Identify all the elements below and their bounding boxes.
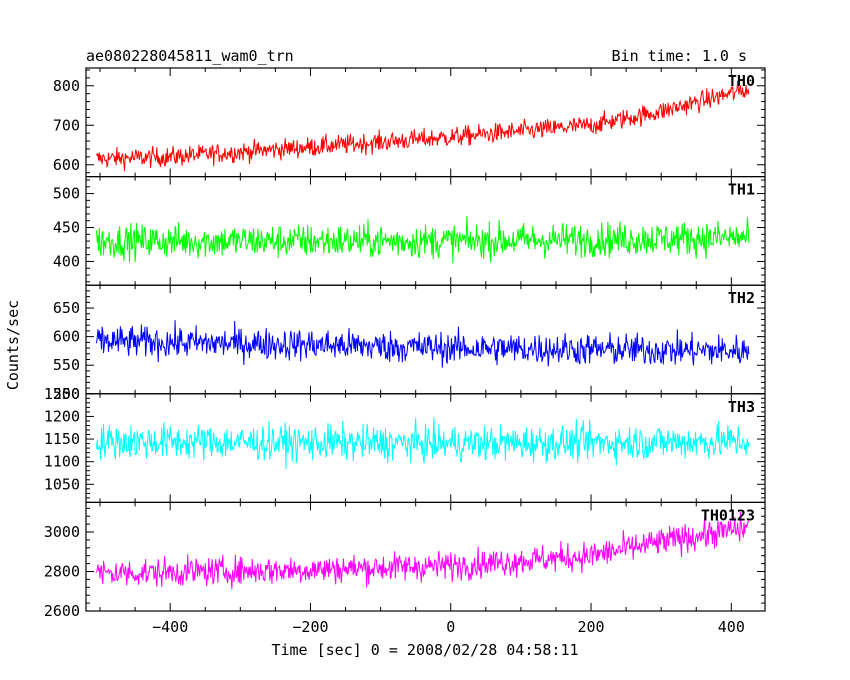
x-tick-label: 0 — [446, 618, 455, 636]
y-tick-label: 1150 — [44, 430, 80, 448]
y-tick-label: 3000 — [44, 523, 80, 541]
y-tick-label: 1200 — [44, 407, 80, 425]
y-tick-label: 650 — [53, 299, 80, 317]
panel-th0: 600 700 800 TH0 — [53, 67, 766, 178]
x-tick-label: −200 — [292, 618, 328, 636]
series-line-th0 — [96, 80, 750, 172]
y-tick-label: 600 — [53, 328, 80, 346]
series-line-th1 — [96, 216, 750, 264]
chart-title: ae080228045811_wam0_trn — [86, 47, 294, 65]
y-tick-label: 2600 — [44, 602, 80, 620]
panel-frame — [85, 501, 766, 612]
panel-th0123: 2600 2800 3000 TH0123 — [44, 501, 766, 620]
panel-th1: 400 450 500 TH1 — [53, 176, 766, 286]
y-tick-label: 550 — [53, 356, 80, 374]
series-line-th2 — [96, 320, 750, 368]
x-tick-label: −400 — [152, 618, 188, 636]
panels-group: 600 700 800 TH0 400 450 500 TH1 500 550 600 650 TH2 1… — [44, 67, 766, 620]
y-tick-label: 2800 — [44, 563, 80, 581]
y-tick-label: 500 — [53, 385, 80, 403]
panel-th2: 500 550 600 650 TH2 — [53, 284, 766, 403]
y-tick-label: 700 — [53, 116, 80, 134]
y-tick-label: 1050 — [44, 475, 80, 493]
y-axis-label: Counts/sec — [4, 300, 22, 390]
x-axis: −400 −200 0 200 400 — [152, 618, 745, 636]
y-tick-label: 600 — [53, 156, 80, 174]
panel-label: TH1 — [728, 181, 755, 199]
y-tick-label: 400 — [53, 252, 80, 270]
y-tick-label: 1250 — [44, 385, 80, 403]
panel-label: TH3 — [728, 398, 755, 416]
series-line-th0123 — [96, 512, 750, 590]
y-tick-label: 800 — [53, 77, 80, 95]
series-line-th3 — [96, 417, 750, 469]
panel-label: TH0123 — [701, 506, 755, 524]
panel-label: TH0 — [728, 72, 755, 90]
x-tick-label: 400 — [718, 618, 745, 636]
y-tick-label: 500 — [53, 185, 80, 203]
x-axis-label: Time [sec] 0 = 2008/02/28 04:58:11 — [271, 641, 578, 659]
panel-label: TH2 — [728, 289, 755, 307]
panel-th3: 1050 1100 1150 1200 1250 TH3 — [44, 385, 766, 503]
x-tick-label: 200 — [577, 618, 604, 636]
y-tick-label: 1100 — [44, 453, 80, 471]
y-tick-label: 450 — [53, 219, 80, 237]
bin-time-label: Bin time: 1.0 s — [612, 47, 747, 65]
